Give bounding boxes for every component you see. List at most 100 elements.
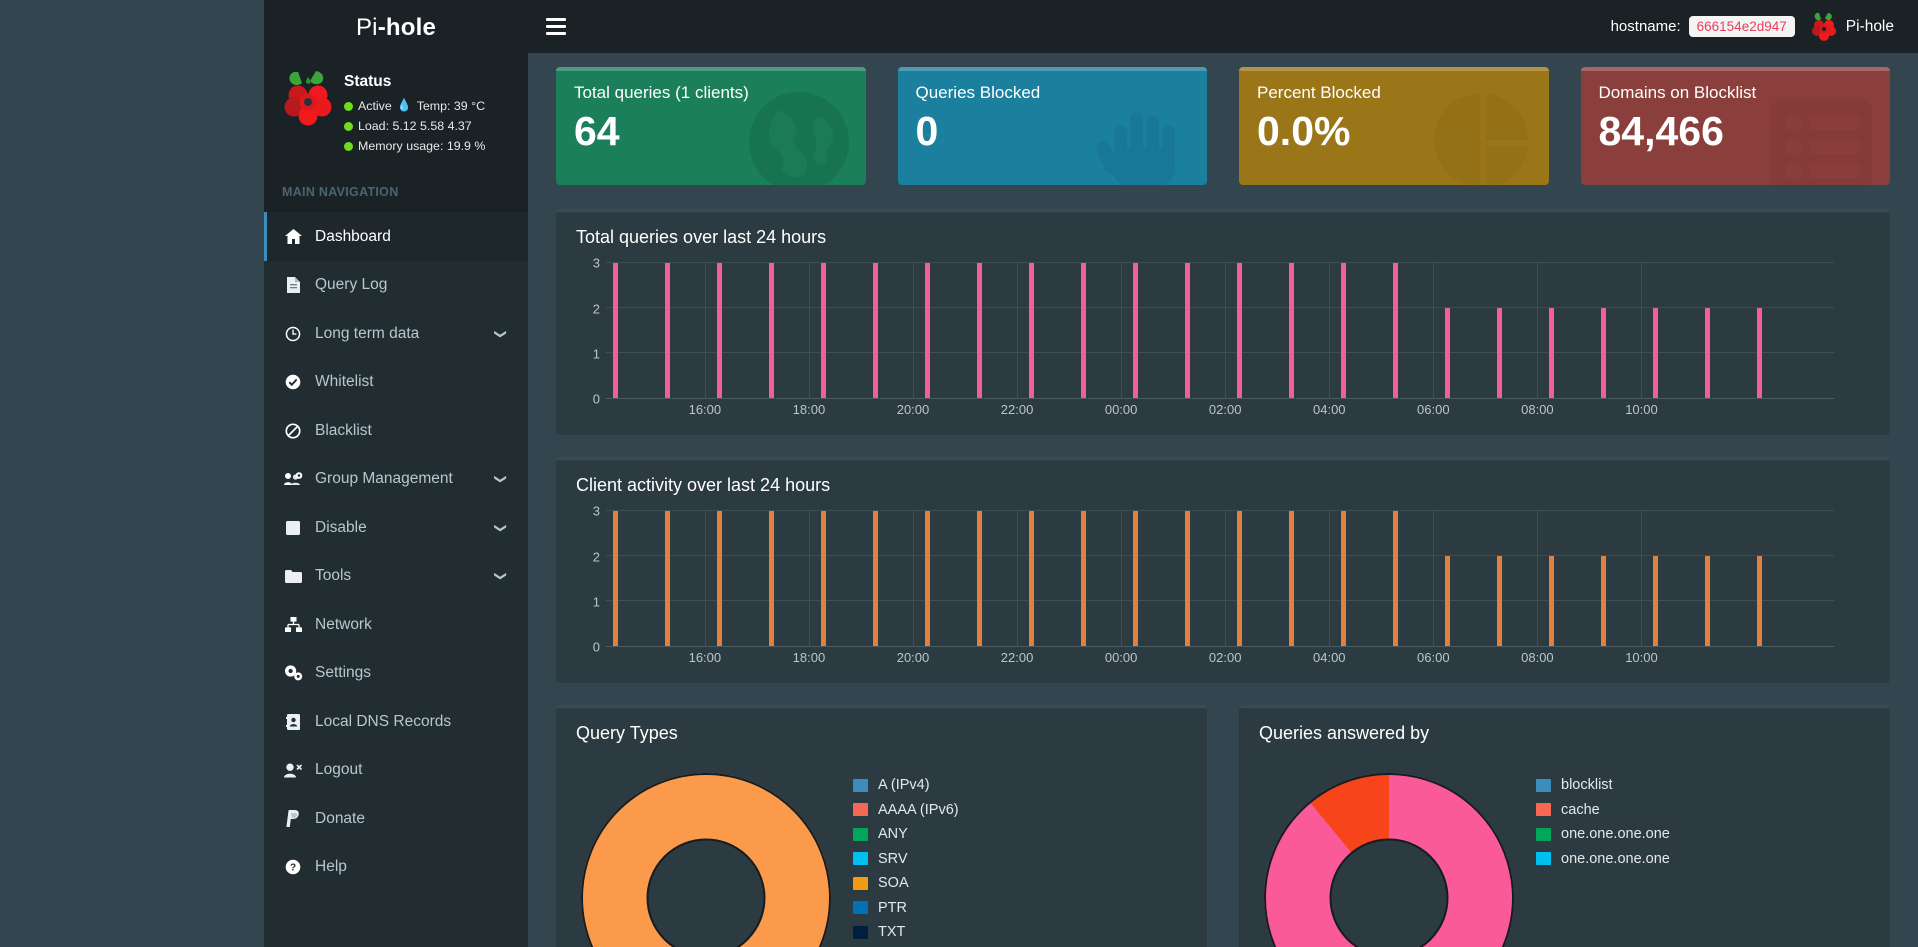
address-book-icon [283,713,303,730]
chevron-down-icon: ❯ [493,571,508,582]
pie-chart-icon [1430,90,1535,186]
panel-client-activity: Client activity over last 24 hours 0 1 2 3 … [556,457,1890,684]
sidebar-item-local-dns-records[interactable]: Local DNS Records [264,697,528,746]
sidebar-item-network[interactable]: Network [264,600,528,649]
sidebar-item-dashboard[interactable]: Dashboard [264,212,528,261]
status-panel: Status Active 💧 Temp: 39 °C Load: 5.12 5… [264,55,528,173]
home-icon [283,229,303,245]
x-tick-label: 16:00 [688,402,722,418]
legend-item[interactable]: blocklist [1536,777,1868,793]
sidebar-label: Local DNS Records [315,712,452,730]
bar [1653,556,1659,647]
answered-by-donut[interactable] [1263,773,1514,947]
donut-row: Query Types A (IPv4) AAAA (IPv6) ANY SRV SOA… [556,705,1890,947]
sidebar-item-donate[interactable]: Donate [264,794,528,843]
sidebar-item-logout[interactable]: Logout [264,746,528,795]
legend-label: PTR [878,899,907,916]
check-circle-icon [283,374,303,390]
green-dot-icon [344,101,353,111]
bar [716,511,722,647]
y-axis: 0 1 2 3 [582,256,606,407]
sidebar: Pi -hole Status [264,0,528,947]
gridline [606,510,1834,512]
sidebar-item-long-term-data[interactable]: Long term data ❯ [264,309,528,358]
legend-swatch [1536,852,1551,866]
legend-label: cache [1561,801,1600,818]
legend-label: TXT [878,924,906,941]
stat-card-total-queries[interactable]: Total queries (1 clients) 64 [556,67,866,186]
donut-border [580,773,831,947]
legend-label: SRV [878,850,908,867]
bar [820,511,826,647]
chevron-down-icon: ❯ [493,522,508,533]
x-tick-label: 04:00 [1312,402,1346,418]
y-tick-label: 2 [592,301,600,317]
gridline [1641,263,1643,399]
topbar-app-link[interactable]: Pi-hole [1811,12,1894,42]
raspberry-pi-icon [282,69,334,129]
card-title: Percent Blocked [1257,83,1381,103]
sitemap-icon [283,617,303,633]
green-dot-icon [344,141,353,151]
x-tick-label: 02:00 [1208,650,1242,666]
stat-card-percent-blocked[interactable]: Percent Blocked 0.0% [1239,67,1549,186]
sidebar-item-help[interactable]: ? Help [264,843,528,892]
gridline [1537,263,1539,399]
x-tick-label: 10:00 [1625,402,1658,418]
bar [664,263,670,399]
legend-item[interactable]: one.one.one.one [1536,851,1868,867]
x-tick-label: 22:00 [1000,402,1034,418]
raspberry-pi-icon [1811,12,1837,42]
x-tick-label: 16:00 [688,650,722,666]
legend-item[interactable]: SRV [853,851,1185,867]
legend-item[interactable]: A (IPv4) [853,777,1185,793]
status-line-load: Load: 5.12 5.58 4.37 [344,116,485,136]
legend-label: blocklist [1561,777,1613,794]
bar [1445,308,1451,399]
legend-item[interactable]: cache [1536,802,1868,818]
bar [1237,263,1243,399]
panel-query-types: Query Types A (IPv4) AAAA (IPv6) ANY SRV SOA… [556,705,1207,947]
legend-swatch [853,827,868,841]
stat-cards: Total queries (1 clients) 64 Queries Blo… [556,67,1890,186]
gridline [1433,511,1435,647]
legend-item[interactable]: one.one.one.one [1536,826,1868,842]
paypal-icon [283,810,303,828]
chart-total-queries[interactable]: 0 1 2 3 16:00 18:00 20:00 22:00 00:00 02:00 04:00… [582,256,1872,421]
bar [872,511,878,647]
chart-client-activity[interactable]: 0 1 2 3 16:00 18:00 20:00 22:00 00:00 02:00 04:00… [582,504,1872,669]
gridline [1121,263,1123,399]
legend-item[interactable]: TXT [853,924,1185,940]
sidebar-item-tools[interactable]: Tools ❯ [264,552,528,601]
sidebar-item-group-management[interactable]: Group Management ❯ [264,455,528,504]
gridline [606,600,1834,602]
bar [1081,511,1087,647]
sidebar-item-settings[interactable]: Settings [264,649,528,698]
bar [1289,263,1295,399]
query-types-donut[interactable] [580,773,831,947]
x-tick-label: 02:00 [1208,402,1242,418]
hand-icon [1088,90,1193,186]
sidebar-item-blacklist[interactable]: Blacklist [264,406,528,455]
sidebar-item-query-log[interactable]: Query Log [264,261,528,310]
card-value: 84,466 [1598,108,1724,155]
y-tick-label: 3 [592,503,600,519]
stat-card-domains-on-blocklist[interactable]: Domains on Blocklist 84,466 [1580,67,1890,186]
legend-item[interactable]: AAAA (IPv6) [853,802,1185,818]
clock-icon [283,326,303,342]
hamburger-icon[interactable] [546,18,566,36]
x-tick-label: 06:00 [1417,402,1450,418]
bar [820,263,826,399]
x-tick-label: 04:00 [1312,650,1346,666]
stat-card-queries-blocked[interactable]: Queries Blocked 0 [897,67,1207,186]
legend-item[interactable]: ANY [853,826,1185,842]
bar [1341,511,1347,647]
legend-item[interactable]: SOA [853,875,1185,891]
sidebar-item-disable[interactable]: Disable ❯ [264,503,528,552]
sidebar-label: Donate [315,809,365,827]
brand-logo[interactable]: Pi -hole [264,0,528,55]
legend-item[interactable]: PTR [853,900,1185,916]
folder-icon [283,569,303,583]
y-tick-label: 3 [592,255,600,271]
sidebar-item-whitelist[interactable]: Whitelist [264,358,528,407]
